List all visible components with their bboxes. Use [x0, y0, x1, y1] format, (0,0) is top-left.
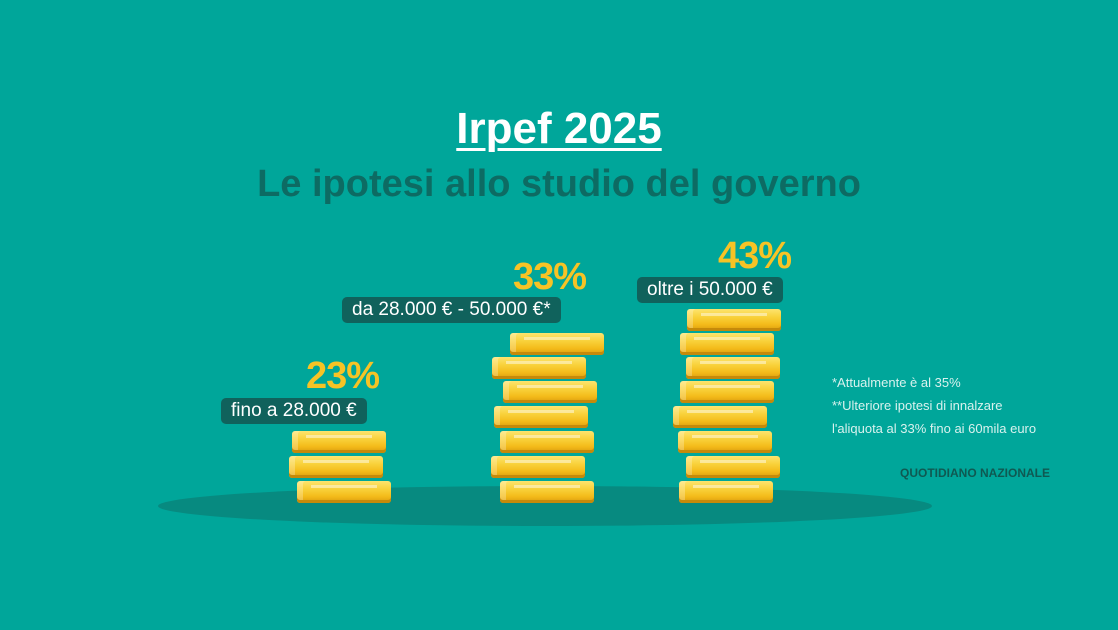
coin: [292, 431, 386, 453]
page-subtitle: Le ipotesi allo studio del governo: [257, 163, 861, 205]
coin: [678, 431, 772, 453]
coin: [680, 381, 774, 403]
page-title: Irpef 2025: [456, 104, 662, 153]
coin: [492, 357, 586, 379]
coin: [679, 481, 773, 503]
coin: [500, 481, 594, 503]
coin: [503, 381, 597, 403]
coin: [686, 357, 780, 379]
footnote-3: l'aliquota al 33% fino ai 60mila euro: [832, 421, 1037, 436]
coin: [297, 481, 391, 503]
coin: [494, 406, 588, 428]
coin: [680, 333, 774, 355]
coin: [491, 456, 585, 478]
coin: [687, 309, 781, 331]
source-credit: QUOTIDIANO NAZIONALE: [900, 466, 1050, 480]
coin: [686, 456, 780, 478]
bracket-label-1: fino a 28.000 €: [221, 398, 367, 424]
coin: [673, 406, 767, 428]
bracket-label-3: oltre i 50.000 €: [637, 277, 783, 303]
coin: [289, 456, 383, 478]
coin: [510, 333, 604, 355]
rate-label-1: 23%: [306, 355, 380, 397]
rate-label-2: 33%: [513, 256, 587, 298]
rate-label-3: 43%: [718, 235, 792, 277]
footnote-1: *Attualmente è al 35%: [832, 375, 961, 390]
bracket-label-2: da 28.000 € - 50.000 €*: [342, 297, 561, 323]
footnote-2: **Ulteriore ipotesi di innalzare: [832, 398, 1003, 413]
footnotes: *Attualmente è al 35% **Ulteriore ipotes…: [832, 371, 1036, 440]
coin: [500, 431, 594, 453]
